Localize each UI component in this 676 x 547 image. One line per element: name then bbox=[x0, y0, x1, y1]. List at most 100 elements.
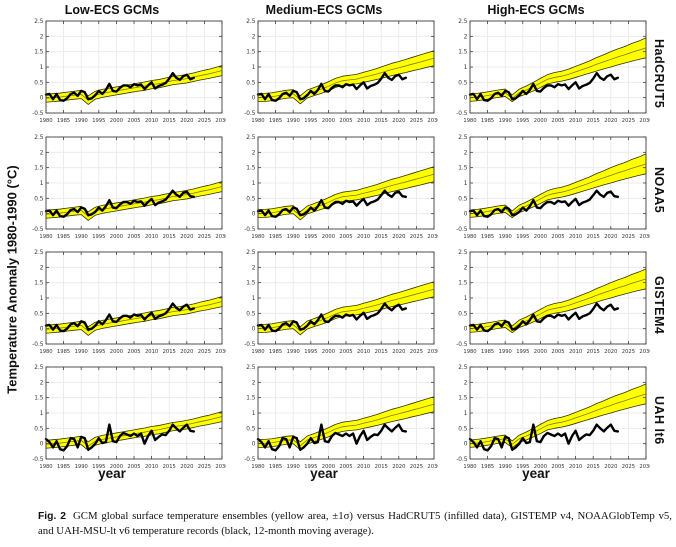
svg-text:1995: 1995 bbox=[516, 464, 529, 470]
svg-text:2000: 2000 bbox=[322, 349, 335, 355]
svg-text:2010: 2010 bbox=[569, 349, 582, 355]
svg-text:2005: 2005 bbox=[551, 464, 564, 470]
svg-text:1.5: 1.5 bbox=[246, 281, 256, 287]
svg-text:2000: 2000 bbox=[534, 234, 547, 240]
svg-text:2020: 2020 bbox=[604, 349, 617, 355]
svg-text:0.5: 0.5 bbox=[34, 426, 44, 432]
svg-text:0.5: 0.5 bbox=[246, 311, 256, 317]
row-label-noaa5: NOAA5 bbox=[652, 166, 666, 214]
svg-text:2020: 2020 bbox=[604, 234, 617, 240]
svg-text:1995: 1995 bbox=[92, 234, 105, 240]
panel-hadcrut5-high-ecs: -0.5 0 0.5 1 1.5 2 2.5 1980 1985 1990 1995 2000 2005… bbox=[448, 18, 650, 130]
panel-gistem4-medium-ecs: -0.5 0 0.5 1 1.5 2 2.5 1980 1985 1990 1995 2000 2005… bbox=[236, 249, 438, 361]
svg-text:1985: 1985 bbox=[57, 464, 70, 470]
svg-text:2000: 2000 bbox=[534, 118, 547, 124]
svg-text:1990: 1990 bbox=[75, 118, 88, 124]
svg-text:2020: 2020 bbox=[604, 464, 617, 470]
svg-text:2005: 2005 bbox=[551, 234, 564, 240]
row-label-uah-lt6: UAH lt6 bbox=[652, 395, 666, 445]
svg-text:2010: 2010 bbox=[357, 118, 370, 124]
svg-text:2015: 2015 bbox=[375, 464, 388, 470]
x-axis-label-col3: year bbox=[522, 466, 550, 481]
svg-text:-0.5: -0.5 bbox=[456, 227, 468, 233]
svg-text:2000: 2000 bbox=[110, 118, 123, 124]
svg-text:1980: 1980 bbox=[39, 118, 52, 124]
svg-text:1995: 1995 bbox=[304, 234, 317, 240]
svg-text:2015: 2015 bbox=[375, 349, 388, 355]
svg-text:2: 2 bbox=[252, 265, 256, 271]
svg-text:1.5: 1.5 bbox=[246, 396, 256, 402]
svg-text:0.5: 0.5 bbox=[458, 311, 468, 317]
svg-text:2: 2 bbox=[464, 265, 468, 271]
svg-text:1995: 1995 bbox=[304, 349, 317, 355]
svg-text:1985: 1985 bbox=[57, 118, 70, 124]
svg-text:1990: 1990 bbox=[75, 464, 88, 470]
svg-text:2015: 2015 bbox=[375, 118, 388, 124]
svg-text:2025: 2025 bbox=[410, 349, 423, 355]
svg-text:-0.5: -0.5 bbox=[244, 227, 256, 233]
svg-text:1: 1 bbox=[252, 181, 256, 187]
svg-text:2.5: 2.5 bbox=[246, 19, 256, 25]
svg-text:1985: 1985 bbox=[481, 118, 494, 124]
svg-text:1: 1 bbox=[252, 411, 256, 417]
svg-text:2020: 2020 bbox=[392, 118, 405, 124]
svg-text:2: 2 bbox=[40, 265, 44, 271]
column-title-medium-ecs: Medium-ECS GCMs bbox=[265, 3, 383, 17]
svg-text:2020: 2020 bbox=[604, 118, 617, 124]
svg-text:1: 1 bbox=[252, 296, 256, 302]
svg-text:1990: 1990 bbox=[287, 349, 300, 355]
panel-uah-lt6-low-ecs: -0.5 0 0.5 1 1.5 2 2.5 1980 1985 1990 1995 2000 2005… bbox=[24, 364, 226, 476]
svg-text:1990: 1990 bbox=[499, 118, 512, 124]
y-axis-label: Temperature Anomaly 1980-1990 (°C) bbox=[4, 165, 20, 394]
svg-text:2005: 2005 bbox=[127, 118, 140, 124]
svg-text:1990: 1990 bbox=[499, 234, 512, 240]
svg-text:1980: 1980 bbox=[39, 349, 52, 355]
panel-noaa5-low-ecs: -0.5 0 0.5 1 1.5 2 2.5 1980 1985 1990 1995 2000 2005… bbox=[24, 134, 226, 246]
svg-text:1990: 1990 bbox=[499, 349, 512, 355]
svg-text:2025: 2025 bbox=[198, 464, 211, 470]
svg-text:2010: 2010 bbox=[145, 464, 158, 470]
svg-text:0: 0 bbox=[40, 212, 44, 218]
panel-uah-lt6-high-ecs: -0.5 0 0.5 1 1.5 2 2.5 1980 1985 1990 1995 2000 2005… bbox=[448, 364, 650, 476]
column-title-low-ecs: Low-ECS GCMs bbox=[64, 3, 160, 17]
svg-text:-0.5: -0.5 bbox=[32, 342, 44, 348]
svg-text:2015: 2015 bbox=[163, 118, 176, 124]
caption-text: GCM global surface temperature ensembles… bbox=[38, 510, 673, 537]
svg-text:2015: 2015 bbox=[163, 349, 176, 355]
svg-text:2030: 2030 bbox=[639, 349, 650, 355]
x-axis-label-col1: year bbox=[98, 466, 126, 481]
svg-text:2025: 2025 bbox=[198, 118, 211, 124]
svg-text:0: 0 bbox=[464, 442, 468, 448]
svg-text:-0.5: -0.5 bbox=[456, 342, 468, 348]
svg-text:1995: 1995 bbox=[516, 234, 529, 240]
svg-text:2030: 2030 bbox=[215, 234, 226, 240]
svg-text:1995: 1995 bbox=[516, 118, 529, 124]
svg-text:1980: 1980 bbox=[251, 234, 264, 240]
svg-text:0: 0 bbox=[40, 442, 44, 448]
svg-text:1990: 1990 bbox=[287, 464, 300, 470]
svg-text:1980: 1980 bbox=[39, 234, 52, 240]
svg-text:2015: 2015 bbox=[163, 234, 176, 240]
svg-text:2025: 2025 bbox=[410, 234, 423, 240]
svg-text:2000: 2000 bbox=[110, 349, 123, 355]
panel-gistem4-high-ecs: -0.5 0 0.5 1 1.5 2 2.5 1980 1985 1990 1995 2000 2005… bbox=[448, 249, 650, 361]
svg-text:1.5: 1.5 bbox=[34, 396, 44, 402]
svg-text:2015: 2015 bbox=[587, 464, 600, 470]
svg-text:2030: 2030 bbox=[427, 234, 438, 240]
svg-text:0.5: 0.5 bbox=[246, 426, 256, 432]
svg-text:-0.5: -0.5 bbox=[456, 457, 468, 463]
svg-text:2015: 2015 bbox=[375, 234, 388, 240]
svg-text:0.5: 0.5 bbox=[458, 196, 468, 202]
svg-text:2015: 2015 bbox=[587, 234, 600, 240]
svg-text:0: 0 bbox=[40, 327, 44, 333]
svg-text:2010: 2010 bbox=[569, 234, 582, 240]
svg-text:0: 0 bbox=[252, 442, 256, 448]
svg-text:2030: 2030 bbox=[639, 464, 650, 470]
svg-text:2010: 2010 bbox=[145, 349, 158, 355]
svg-text:1.5: 1.5 bbox=[458, 50, 468, 56]
svg-text:1.5: 1.5 bbox=[34, 50, 44, 56]
svg-text:2000: 2000 bbox=[110, 464, 123, 470]
svg-text:2000: 2000 bbox=[534, 349, 547, 355]
svg-text:1995: 1995 bbox=[92, 349, 105, 355]
svg-text:2020: 2020 bbox=[180, 118, 193, 124]
